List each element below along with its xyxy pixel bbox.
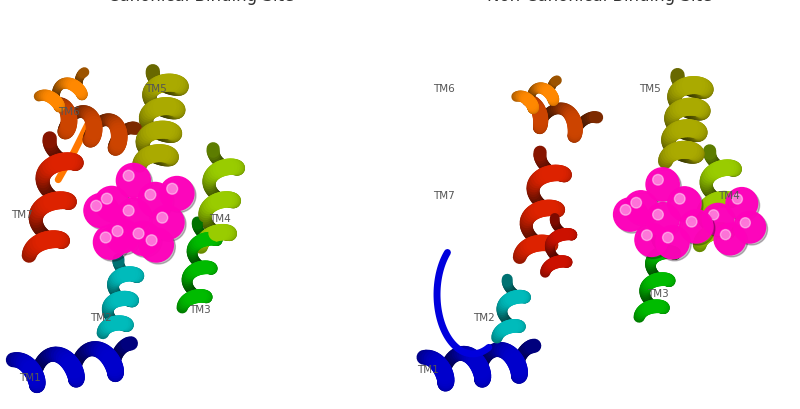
Circle shape (615, 200, 649, 233)
Circle shape (734, 211, 766, 243)
Title: Canonical Binding Site: Canonical Binding Site (107, 0, 294, 5)
Circle shape (668, 187, 701, 220)
Text: TM1: TM1 (418, 365, 439, 375)
Circle shape (709, 210, 718, 220)
Circle shape (94, 187, 129, 220)
Circle shape (128, 223, 162, 257)
Circle shape (86, 196, 120, 229)
Circle shape (680, 210, 713, 243)
Text: TM2: TM2 (473, 313, 494, 323)
Text: TM7: TM7 (433, 191, 455, 200)
Circle shape (631, 198, 642, 208)
Circle shape (97, 189, 130, 222)
Circle shape (166, 183, 178, 194)
Text: TM2: TM2 (90, 313, 112, 323)
Text: TM6: TM6 (433, 83, 455, 94)
Circle shape (142, 230, 175, 264)
Circle shape (160, 177, 194, 211)
Circle shape (658, 227, 691, 261)
Circle shape (728, 190, 760, 221)
Circle shape (107, 221, 142, 255)
Text: TM1: TM1 (18, 373, 40, 382)
Circle shape (646, 168, 679, 201)
Circle shape (152, 207, 186, 241)
Text: TM4: TM4 (209, 214, 230, 224)
Circle shape (90, 200, 102, 211)
Circle shape (714, 223, 746, 255)
Circle shape (726, 188, 758, 219)
Circle shape (126, 221, 160, 255)
Circle shape (662, 232, 673, 243)
Circle shape (123, 170, 134, 181)
Text: TM6: TM6 (58, 108, 80, 117)
Circle shape (150, 205, 184, 239)
Circle shape (620, 204, 631, 215)
Circle shape (100, 232, 111, 243)
Circle shape (84, 193, 118, 227)
Text: TM4: TM4 (718, 191, 740, 200)
Text: TM5: TM5 (639, 83, 661, 94)
Text: TM5: TM5 (146, 83, 167, 94)
Circle shape (95, 227, 130, 261)
Title: Non-Canonical Binding Site: Non-Canonical Binding Site (486, 0, 712, 5)
Circle shape (133, 228, 144, 239)
Circle shape (138, 182, 172, 216)
Circle shape (157, 212, 168, 223)
Circle shape (637, 225, 670, 258)
Circle shape (635, 223, 668, 256)
Circle shape (740, 218, 750, 228)
Circle shape (674, 193, 685, 204)
Text: TM3: TM3 (647, 290, 669, 299)
Circle shape (118, 165, 153, 200)
Circle shape (123, 205, 134, 216)
Circle shape (146, 235, 157, 246)
Circle shape (653, 209, 663, 220)
Circle shape (732, 194, 742, 204)
Circle shape (646, 202, 679, 236)
Circle shape (704, 205, 736, 237)
Circle shape (670, 189, 703, 222)
Circle shape (118, 200, 153, 234)
Circle shape (140, 184, 174, 218)
Circle shape (648, 170, 682, 203)
Circle shape (653, 175, 663, 185)
Circle shape (736, 213, 767, 245)
Circle shape (642, 230, 652, 240)
Circle shape (656, 226, 689, 259)
Circle shape (721, 229, 730, 240)
Text: TM7: TM7 (10, 210, 33, 220)
Circle shape (626, 193, 659, 226)
Circle shape (116, 198, 150, 232)
Circle shape (716, 225, 748, 257)
Circle shape (702, 203, 734, 235)
Circle shape (116, 164, 150, 198)
Text: TM3: TM3 (189, 305, 210, 315)
Circle shape (145, 189, 156, 200)
Circle shape (102, 193, 112, 204)
Circle shape (139, 228, 174, 262)
Circle shape (94, 225, 127, 259)
Circle shape (682, 212, 715, 245)
Circle shape (686, 216, 697, 227)
Circle shape (112, 226, 123, 236)
Circle shape (614, 198, 647, 231)
Circle shape (648, 204, 682, 238)
Circle shape (106, 219, 139, 253)
Circle shape (162, 178, 196, 213)
Circle shape (624, 191, 658, 224)
